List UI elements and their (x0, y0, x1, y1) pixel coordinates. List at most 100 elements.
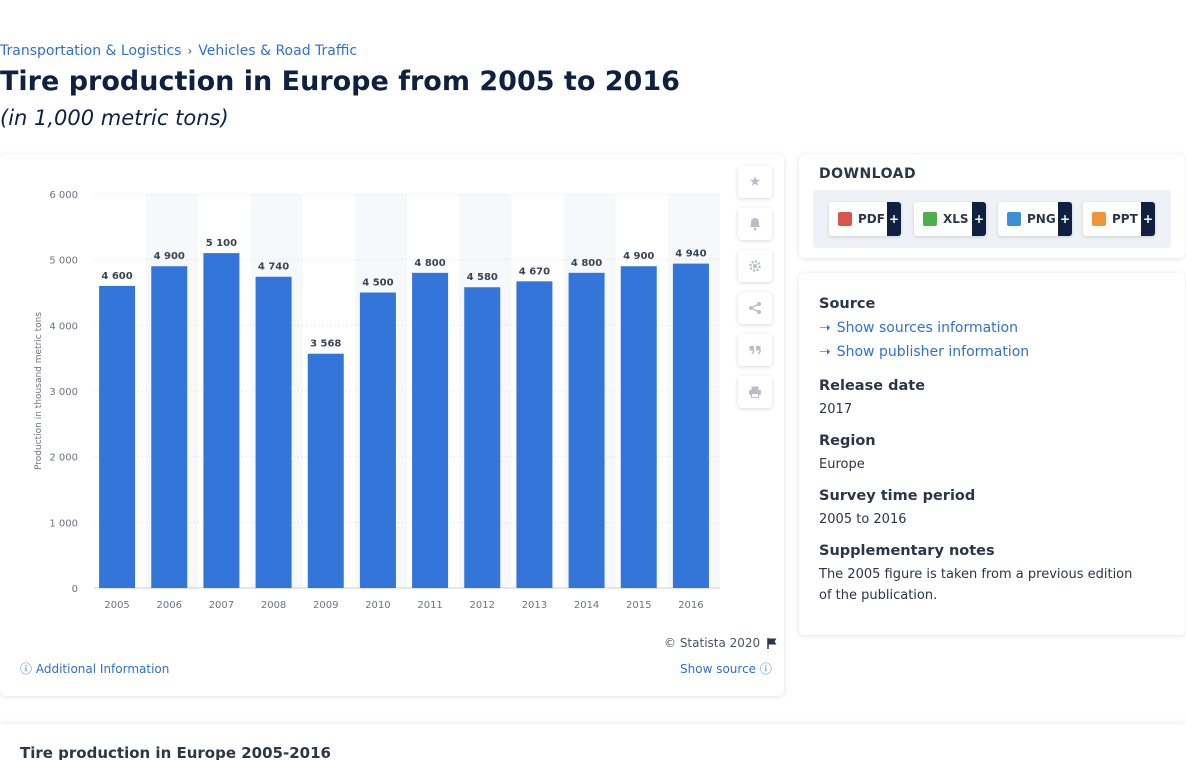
y-axis-label: Production in thousand metric tons (34, 312, 44, 470)
show-publisher-label: Show publisher information (836, 344, 1030, 360)
x-tick-label: 2014 (574, 600, 599, 611)
bar-2006 (151, 266, 188, 588)
page-subtitle: (in 1,000 metric tons) (0, 106, 229, 130)
y-tick-label: 1 000 (49, 518, 78, 529)
page-title: Tire production in Europe from 2005 to 2… (0, 66, 680, 97)
download-ppt-button[interactable]: PPT + (1083, 202, 1155, 236)
print-icon[interactable] (738, 376, 772, 408)
release-date-heading: Release date (819, 378, 926, 394)
survey-period-value: 2005 to 2016 (819, 512, 907, 527)
chart-toolbar: ★ (738, 166, 772, 408)
y-tick-label: 4 000 (49, 321, 78, 332)
x-tick-label: 2009 (313, 600, 338, 611)
bar-2009 (307, 353, 344, 588)
region-heading: Region (819, 433, 876, 449)
download-title: DOWNLOAD (819, 166, 917, 182)
pdf-file-icon (838, 212, 852, 226)
bar-2008 (255, 276, 292, 588)
notification-bell-icon[interactable] (738, 208, 772, 240)
download-bar: PDF + XLS + PNG + PPT + (813, 190, 1171, 248)
breadcrumb-vehicles[interactable]: Vehicles & Road Traffic (198, 43, 358, 59)
y-tick-label: 2 000 (49, 453, 78, 464)
chart-card: 0 1 000 2 000 3 000 4 000 5 000 6 000 Productio… (0, 154, 784, 696)
bar-2015 (620, 266, 657, 588)
bar-2007 (203, 253, 240, 588)
show-source-label: Show source (680, 662, 757, 676)
bottom-section: Tire production in Europe 2005-2016 (0, 724, 1186, 760)
flag-icon[interactable] (766, 637, 778, 649)
x-tick-label: 2008 (261, 600, 286, 611)
bar-2005 (99, 285, 136, 588)
xls-file-icon (923, 212, 937, 226)
x-tick-label: 2006 (157, 600, 182, 611)
data-label: 4 800 (571, 258, 602, 269)
x-tick-label: 2007 (209, 600, 234, 611)
bottom-section-title: Tire production in Europe 2005-2016 (20, 744, 331, 760)
breadcrumb: Transportation & Logistics › Vehicles & … (0, 43, 357, 59)
download-xls-label: XLS (943, 212, 969, 226)
x-tick-label: 2015 (626, 600, 651, 611)
data-label: 4 500 (362, 278, 393, 289)
statistic-info-card: Source ➝ Show sources information ➝ Show… (799, 273, 1185, 635)
download-ppt-label: PPT (1112, 212, 1138, 226)
x-tick-label: 2016 (678, 600, 703, 611)
y-tick-label: 0 (72, 584, 78, 595)
favorite-star-icon[interactable]: ★ (738, 166, 772, 198)
x-tick-label: 2012 (470, 600, 495, 611)
download-pdf-button[interactable]: PDF + (829, 202, 901, 236)
bar-2016 (672, 263, 709, 588)
download-xls-button[interactable]: XLS + (914, 202, 986, 236)
y-tick-label: 5 000 (49, 256, 78, 267)
info-circle-icon: ⓘ (20, 662, 33, 676)
data-label: 4 670 (519, 266, 550, 277)
data-label: 4 600 (101, 271, 132, 282)
download-pdf-label: PDF (858, 212, 885, 226)
data-label: 4 740 (258, 262, 289, 273)
plus-icon: + (972, 202, 986, 236)
share-icon[interactable] (738, 292, 772, 324)
info-circle-icon: ⓘ (759, 662, 772, 676)
bar-2012 (464, 287, 501, 588)
bar-chart: 0 1 000 2 000 3 000 4 000 5 000 6 000 Productio… (34, 190, 720, 611)
show-publisher-link[interactable]: ➝ Show publisher information (819, 344, 1029, 360)
breadcrumb-transportation[interactable]: Transportation & Logistics (0, 43, 182, 59)
y-tick-label: 3 000 (49, 387, 78, 398)
survey-period-heading: Survey time period (819, 488, 976, 504)
plus-icon: + (1141, 202, 1155, 236)
x-tick-label: 2005 (104, 600, 129, 611)
data-label: 5 100 (206, 238, 237, 249)
bar-2011 (412, 272, 449, 588)
bar-2014 (568, 272, 605, 588)
show-source-link[interactable]: Show source ⓘ (680, 660, 772, 677)
additional-information-link[interactable]: ⓘ Additional Information (20, 660, 169, 677)
data-label: 4 900 (623, 251, 654, 262)
chart-copyright: © Statista 2020 (664, 636, 778, 650)
download-png-button[interactable]: PNG + (998, 202, 1072, 236)
settings-gear-icon[interactable] (738, 250, 772, 282)
supplementary-notes-value: The 2005 figure is taken from a previous… (819, 567, 1133, 603)
data-label: 4 580 (467, 272, 498, 283)
ppt-file-icon (1092, 212, 1106, 226)
data-label: 4 900 (154, 251, 185, 262)
quote-icon[interactable] (738, 334, 772, 366)
release-date-value: 2017 (819, 402, 853, 417)
supplementary-notes-heading: Supplementary notes (819, 543, 995, 559)
breadcrumb-separator: › (187, 44, 193, 58)
plus-icon: + (887, 202, 901, 236)
show-sources-link[interactable]: ➝ Show sources information (819, 320, 1018, 336)
download-png-label: PNG (1027, 212, 1056, 226)
y-tick-label: 6 000 (49, 190, 78, 201)
bar-2013 (516, 281, 553, 588)
show-sources-label: Show sources information (836, 320, 1018, 336)
additional-information-label: Additional Information (35, 662, 170, 676)
arrow-right-icon: ➝ (819, 320, 831, 336)
x-tick-label: 2013 (522, 600, 547, 611)
png-file-icon (1007, 212, 1021, 226)
region-value: Europe (819, 457, 865, 472)
plus-icon: + (1058, 202, 1072, 236)
x-tick-label: 2011 (417, 600, 442, 611)
x-tick-label: 2010 (365, 600, 390, 611)
data-label: 4 800 (414, 258, 445, 269)
data-label: 3 568 (310, 339, 341, 350)
